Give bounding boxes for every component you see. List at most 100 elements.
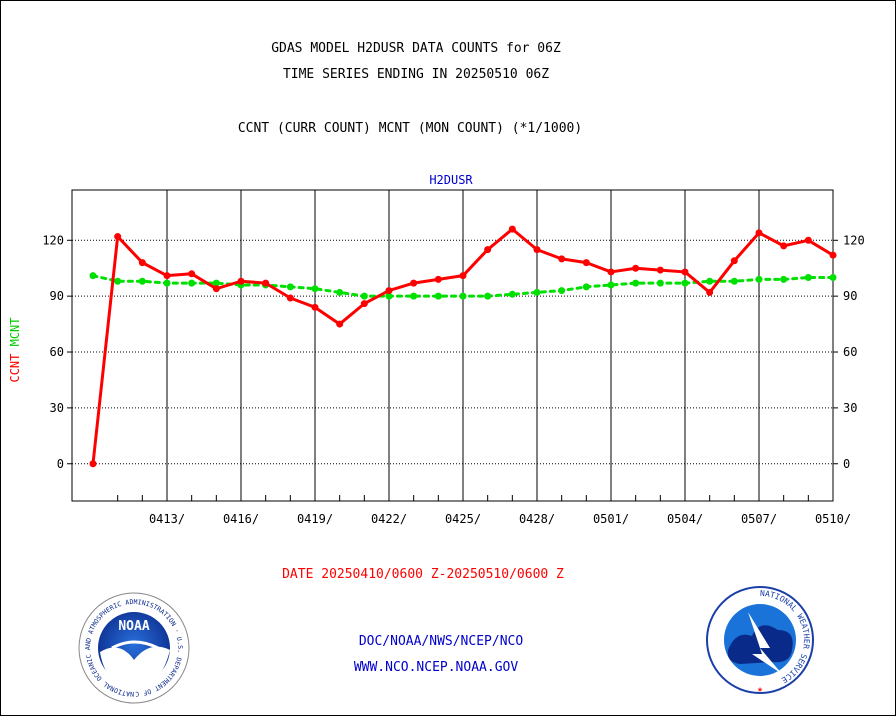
axis-ticks <box>67 239 838 501</box>
data-point-ccnt <box>582 259 590 267</box>
grid-lines <box>72 190 834 501</box>
data-point-mcnt <box>656 279 664 287</box>
plot-area-border <box>71 189 834 502</box>
data-point-ccnt <box>311 303 319 311</box>
data-point-mcnt <box>212 279 220 287</box>
data-point-ccnt <box>212 285 220 293</box>
data-point-ccnt <box>755 229 763 237</box>
data-point-mcnt <box>681 279 689 287</box>
nws-star-icon: ★ <box>757 684 763 695</box>
data-point-mcnt <box>804 274 812 282</box>
data-point-ccnt <box>336 320 344 328</box>
data-point-ccnt <box>459 272 467 280</box>
data-point-mcnt <box>459 292 467 300</box>
data-point-mcnt <box>829 274 837 282</box>
data-point-mcnt <box>632 279 640 287</box>
data-point-ccnt <box>533 246 541 254</box>
data-point-mcnt <box>730 277 738 285</box>
y-tick-label-right: 30 <box>843 401 857 415</box>
y-tick-label-right: 60 <box>843 345 857 359</box>
data-point-ccnt <box>286 294 294 302</box>
data-point-ccnt <box>706 288 714 296</box>
data-point-ccnt <box>730 257 738 265</box>
data-point-ccnt <box>681 268 689 276</box>
data-point-ccnt <box>89 460 97 468</box>
x-tick-label: 0419/ <box>297 512 333 526</box>
data-point-ccnt <box>656 266 664 274</box>
data-point-ccnt <box>434 275 442 283</box>
data-point-mcnt <box>706 277 714 285</box>
data-point-ccnt <box>237 277 245 285</box>
series-layer <box>89 225 837 468</box>
data-point-mcnt <box>607 281 615 289</box>
data-point-mcnt <box>311 285 319 293</box>
data-point-mcnt <box>484 292 492 300</box>
footer-link-nco-website[interactable]: WWW.NCO.NCEP.NOAA.GOV <box>354 660 519 675</box>
noaa-ring-text: NATIONAL OCEANIC AND ATMOSPHERIC ADMINIS… <box>0 0 184 698</box>
data-point-ccnt <box>114 233 122 241</box>
data-point-mcnt <box>360 292 368 300</box>
nws-logo: NATIONAL WEATHER SERVICE ★ <box>706 586 814 695</box>
y-tick-label-left: 120 <box>42 233 64 247</box>
data-point-ccnt <box>163 272 171 280</box>
x-tick-label: 0501/ <box>593 512 629 526</box>
y-tick-label-right: 90 <box>843 289 857 303</box>
y-tick-label-left: 90 <box>50 289 64 303</box>
data-point-ccnt <box>262 279 270 287</box>
data-point-mcnt <box>286 283 294 291</box>
x-axis-label: DATE 20250410/0600 Z-20250510/0600 Z <box>282 567 564 582</box>
data-point-mcnt <box>138 277 146 285</box>
y-tick-label-right: 0 <box>843 457 850 471</box>
x-tick-label: 0510/ <box>815 512 851 526</box>
data-point-mcnt <box>558 287 566 295</box>
data-point-mcnt <box>163 279 171 287</box>
x-tick-label: 0416/ <box>223 512 259 526</box>
y-label-mcnt: MCNT <box>8 317 22 346</box>
x-tick-label: 0425/ <box>445 512 481 526</box>
y-tick-label-right: 120 <box>843 233 865 247</box>
footer-link-nco-path[interactable]: DOC/NOAA/NWS/NCEP/NCO <box>359 634 524 649</box>
data-point-ccnt <box>508 225 516 233</box>
x-tick-label: 0504/ <box>667 512 703 526</box>
data-point-ccnt <box>188 270 196 278</box>
data-point-mcnt <box>533 288 541 296</box>
data-point-mcnt <box>336 288 344 296</box>
tick-labels: 0 0 30 30 60 60 90 90 120 120 0413/0416/0419/0422/… <box>42 233 864 526</box>
data-point-mcnt <box>582 283 590 291</box>
y-axis-label: CCNT MCNT <box>8 317 22 382</box>
data-point-mcnt <box>89 272 97 280</box>
data-point-mcnt <box>508 290 516 298</box>
x-tick-label: 0422/ <box>371 512 407 526</box>
data-point-ccnt <box>632 264 640 272</box>
x-tick-label: 0428/ <box>519 512 555 526</box>
data-point-ccnt <box>829 251 837 259</box>
data-point-ccnt <box>138 259 146 267</box>
plot-title: H2DUSR <box>429 173 473 187</box>
data-point-ccnt <box>385 287 393 295</box>
data-point-ccnt <box>410 279 418 287</box>
data-point-ccnt <box>804 236 812 244</box>
data-point-ccnt <box>780 242 788 250</box>
x-tick-label: 0507/ <box>741 512 777 526</box>
data-point-mcnt <box>780 275 788 283</box>
data-point-ccnt <box>360 300 368 308</box>
data-point-mcnt <box>434 292 442 300</box>
y-tick-label-left: 60 <box>50 345 64 359</box>
data-point-ccnt <box>558 255 566 263</box>
chart-title-line2: TIME SERIES ENDING IN 20250510 06Z <box>283 67 549 82</box>
y-tick-label-left: 30 <box>50 401 64 415</box>
x-tick-label: 0413/ <box>149 512 185 526</box>
data-point-ccnt <box>607 268 615 276</box>
chart-title-line1: GDAS MODEL H2DUSR DATA COUNTS for 06Z <box>271 41 561 56</box>
y-tick-label-left: 0 <box>57 457 64 471</box>
y-label-ccnt: CCNT <box>8 354 22 383</box>
data-point-mcnt <box>385 292 393 300</box>
data-point-mcnt <box>188 279 196 287</box>
chart-subtitle: CCNT (CURR COUNT) MCNT (MON COUNT) (*1/1… <box>238 121 582 136</box>
noaa-logo-wordmark: NOAA <box>118 619 149 634</box>
data-point-mcnt <box>755 275 763 283</box>
data-point-mcnt <box>114 277 122 285</box>
data-point-mcnt <box>410 292 418 300</box>
data-point-ccnt <box>484 246 492 254</box>
